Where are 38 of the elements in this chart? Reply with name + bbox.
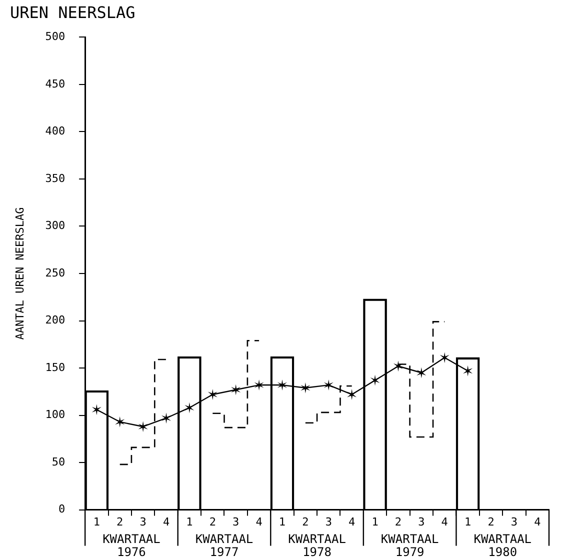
text: KWARTAAL 1976: [102, 532, 160, 559]
x-tick-label: 1: [186, 515, 193, 528]
chart-title: UREN NEERSLAG: [10, 2, 136, 22]
y-tick-label: 450: [45, 77, 66, 90]
x-tick-label: 1: [372, 515, 378, 528]
y-tick-label: 500: [45, 30, 66, 44]
y-tick-label: 350: [45, 172, 66, 185]
y-tick-label: 100: [45, 408, 66, 422]
x-tick-label: 3: [510, 515, 518, 528]
x-tick-label: 2: [394, 515, 402, 528]
y-tick-label: 200: [45, 314, 66, 327]
y-tick-label: 150: [45, 360, 66, 374]
x-tick-label: 1: [278, 515, 286, 528]
y-tick-label: 250: [45, 266, 66, 280]
x-tick-label: 4: [534, 515, 542, 528]
x-tick-label: 3: [140, 515, 146, 528]
x-tick-label: 1: [93, 515, 100, 528]
y-axis-title: AANTAL UREN NEERSLAG: [13, 207, 26, 340]
x-tick-label: 3: [418, 515, 425, 528]
x-tick-label: 2: [116, 515, 124, 528]
text: KWARTAAL 1979: [380, 532, 439, 559]
x-tick-label: 3: [232, 515, 240, 528]
y-tick-label: 300: [45, 219, 66, 232]
x-tick-label: 2: [488, 515, 494, 528]
x-tick-label: 2: [209, 515, 216, 528]
x-tick-label: 4: [256, 515, 263, 528]
x-tick-label: 2: [302, 515, 309, 528]
text: KWARTAAL 1977: [195, 532, 254, 559]
x-tick-label: 4: [162, 515, 170, 528]
text: KWARTAAL 1978: [288, 532, 346, 559]
x-tick-label: 1: [464, 515, 472, 528]
y-tick-label: 50: [52, 455, 66, 468]
x-tick-label: 4: [441, 515, 448, 528]
text: KWARTAAL 1980: [474, 532, 532, 559]
x-tick-label: 3: [325, 515, 332, 528]
y-tick-label: 0: [58, 502, 66, 516]
x-tick-label: 4: [348, 515, 356, 528]
y-tick-label: 400: [45, 124, 66, 138]
